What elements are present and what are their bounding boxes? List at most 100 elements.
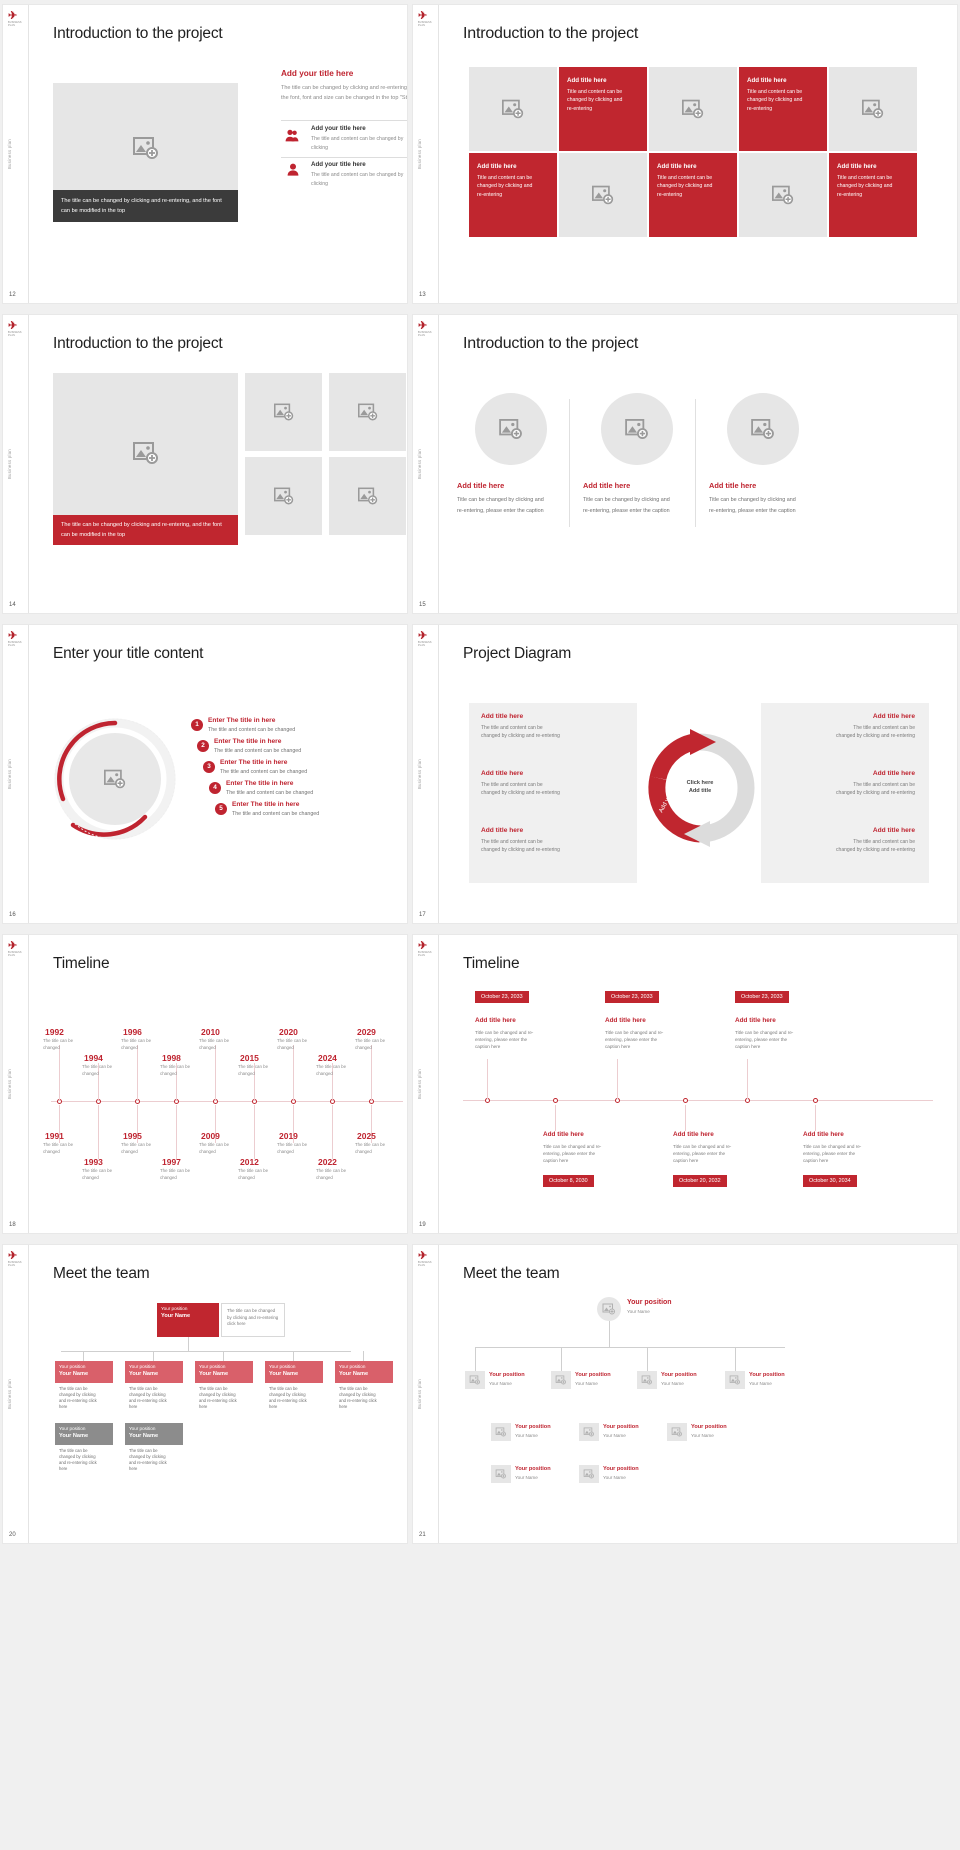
avatar[interactable]	[551, 1371, 571, 1389]
timeline-year-top: 1992	[45, 1027, 64, 1037]
slide-cell-18[interactable]: ✈ BUSINESS PLAN Business plan 18 Timeline…	[0, 930, 410, 1240]
role-name: Your Name	[129, 1433, 159, 1439]
image-placeholder-icon	[499, 419, 523, 439]
slide-cell-20[interactable]: ✈ BUSINESS PLAN Business plan 20 Meet the…	[0, 1240, 410, 1550]
timeline-caption-top: The title can be changed	[43, 1038, 74, 1050]
slide-rail: ✈ BUSINESS PLAN Business plan 16	[3, 625, 29, 923]
slide-cell-14[interactable]: ✈ BUSINESS PLAN Business plan 14 Introduc…	[0, 310, 410, 620]
image-circle[interactable]	[601, 393, 673, 465]
right-panel	[761, 703, 929, 883]
slide-14[interactable]: ✈ BUSINESS PLAN Business plan 14 Introduc…	[2, 314, 408, 614]
avatar[interactable]	[465, 1371, 485, 1389]
date-badge[interactable]: October 8, 2030	[543, 1175, 594, 1187]
slide-19[interactable]: ✈ BUSINESS PLAN Business plan 19 Timeline…	[412, 934, 958, 1234]
page-number: 21	[419, 1532, 426, 1538]
org-member-card[interactable]: Your position Your Name	[195, 1361, 253, 1383]
page-title: Meet the team	[53, 1265, 150, 1282]
timeline-node[interactable]	[813, 1098, 818, 1103]
org-member-card[interactable]: Your position Your Name	[125, 1423, 183, 1445]
slide-12[interactable]: ✈ BUSINESS PLAN Business plan 12 Introduc…	[2, 4, 408, 304]
image-placeholder-icon	[357, 487, 378, 505]
slide-cell-13[interactable]: ✈ BUSINESS PLAN Business plan 13 Introduc…	[410, 0, 960, 310]
image-circle[interactable]	[475, 393, 547, 465]
image-card[interactable]	[739, 153, 827, 237]
users-icon	[285, 129, 299, 147]
slide-18[interactable]: ✈ BUSINESS PLAN Business plan 18 Timeline…	[2, 934, 408, 1234]
list-item-title: Enter The title in here	[220, 759, 288, 766]
slide-cell-21[interactable]: ✈ BUSINESS PLAN Business plan 21 Meet the…	[410, 1240, 960, 1550]
timeline-node[interactable]	[683, 1098, 688, 1103]
list-number-badge[interactable]: 1	[191, 719, 203, 731]
image-placeholder-main[interactable]	[53, 373, 238, 533]
org-member-card[interactable]: Your position Your Name	[265, 1361, 323, 1383]
list-number-badge[interactable]: 3	[203, 761, 215, 773]
slide-cell-17[interactable]: ✈ BUSINESS PLAN Business plan 17 Project …	[410, 620, 960, 930]
avatar[interactable]	[667, 1423, 687, 1441]
image-card[interactable]	[649, 67, 737, 151]
avatar[interactable]	[491, 1465, 511, 1483]
vertical-label: Business plan	[7, 1379, 12, 1409]
role-position: Your position	[59, 1426, 86, 1431]
role-name: Your Name	[575, 1381, 598, 1386]
slide-20[interactable]: ✈ BUSINESS PLAN Business plan 20 Meet the…	[2, 1244, 408, 1544]
text-card[interactable]: Add title here Title and content can be c…	[829, 153, 917, 237]
org-member-note: The title can be changed by clicking and…	[339, 1386, 377, 1409]
list-number-badge[interactable]: 4	[209, 782, 221, 794]
image-card[interactable]	[469, 67, 557, 151]
slide-cell-15[interactable]: ✈ BUSINESS PLAN Business plan 15 Introduc…	[410, 310, 960, 620]
date-badge[interactable]: October 30, 2034	[803, 1175, 857, 1187]
image-placeholder[interactable]	[329, 457, 406, 535]
feature-body: The title and content can be changed by …	[311, 172, 404, 187]
avatar[interactable]	[579, 1465, 599, 1483]
connector	[61, 1351, 351, 1352]
list-item-title: Enter The title in here	[208, 717, 276, 724]
connector	[735, 1347, 736, 1371]
date-badge[interactable]: October 23, 2033	[605, 991, 659, 1003]
org-member-card[interactable]: Your position Your Name	[125, 1361, 183, 1383]
avatar[interactable]	[637, 1371, 657, 1389]
image-card[interactable]	[559, 153, 647, 237]
slide-21[interactable]: ✈ BUSINESS PLAN Business plan 21 Meet the…	[412, 1244, 958, 1544]
slide-13[interactable]: ✈ BUSINESS PLAN Business plan 13 Introduc…	[412, 4, 958, 304]
image-circle[interactable]	[727, 393, 799, 465]
slide-cell-19[interactable]: ✈ BUSINESS PLAN Business plan 19 Timeline…	[410, 930, 960, 1240]
page-number: 20	[9, 1532, 16, 1538]
cycle-diagram: Add your title Click here Add title	[644, 723, 756, 853]
date-badge[interactable]: October 23, 2033	[735, 991, 789, 1003]
text-card[interactable]: Add title here Title and content can be c…	[649, 153, 737, 237]
date-badge[interactable]: October 20, 2032	[673, 1175, 727, 1187]
slide-15[interactable]: ✈ BUSINESS PLAN Business plan 15 Introduc…	[412, 314, 958, 614]
slide-cell-16[interactable]: ✈ BUSINESS PLAN Business plan 16 Enter yo…	[0, 620, 410, 930]
role-name: Your Name	[603, 1433, 626, 1438]
image-placeholder[interactable]	[245, 457, 322, 535]
slide-17[interactable]: ✈ BUSINESS PLAN Business plan 17 Project …	[412, 624, 958, 924]
date-badge[interactable]: October 23, 2033	[475, 991, 529, 1003]
org-root-card[interactable]: Your position Your Name	[157, 1303, 219, 1337]
text-card[interactable]: Add title here Title and content can be c…	[469, 153, 557, 237]
org-member-card[interactable]: Your position Your Name	[55, 1361, 113, 1383]
text-card[interactable]: Add title here Title and content can be c…	[559, 67, 647, 151]
list-number-badge[interactable]: 5	[215, 803, 227, 815]
timeline-year-bottom: 2009	[201, 1131, 220, 1141]
slide-rail: ✈ BUSINESS PLAN Business plan 18	[3, 935, 29, 1233]
image-placeholder[interactable]	[245, 373, 322, 451]
left-panel	[469, 703, 637, 883]
avatar[interactable]	[597, 1297, 621, 1321]
slide-cell-12[interactable]: ✈ BUSINESS PLAN Business plan 12 Introduc…	[0, 0, 410, 310]
timeline-node[interactable]	[553, 1098, 558, 1103]
avatar[interactable]	[579, 1423, 599, 1441]
org-member-card[interactable]: Your position Your Name	[335, 1361, 393, 1383]
image-placeholder-icon	[602, 1303, 616, 1315]
card-body: Title and content can be changed by clic…	[567, 89, 623, 112]
connector	[363, 1351, 364, 1361]
org-member-card[interactable]: Your position Your Name	[55, 1423, 113, 1445]
avatar[interactable]	[725, 1371, 745, 1389]
image-placeholder[interactable]	[329, 373, 406, 451]
list-number-badge[interactable]: 2	[197, 740, 209, 752]
text-card[interactable]: Add title here Title and content can be c…	[739, 67, 827, 151]
slide-16[interactable]: ✈ BUSINESS PLAN Business plan 16 Enter yo…	[2, 624, 408, 924]
image-card[interactable]	[829, 67, 917, 151]
slide-rail: ✈ BUSINESS PLAN Business plan 17	[413, 625, 439, 923]
slide-rail: ✈ BUSINESS PLAN Business plan 21	[413, 1245, 439, 1543]
avatar[interactable]	[491, 1423, 511, 1441]
